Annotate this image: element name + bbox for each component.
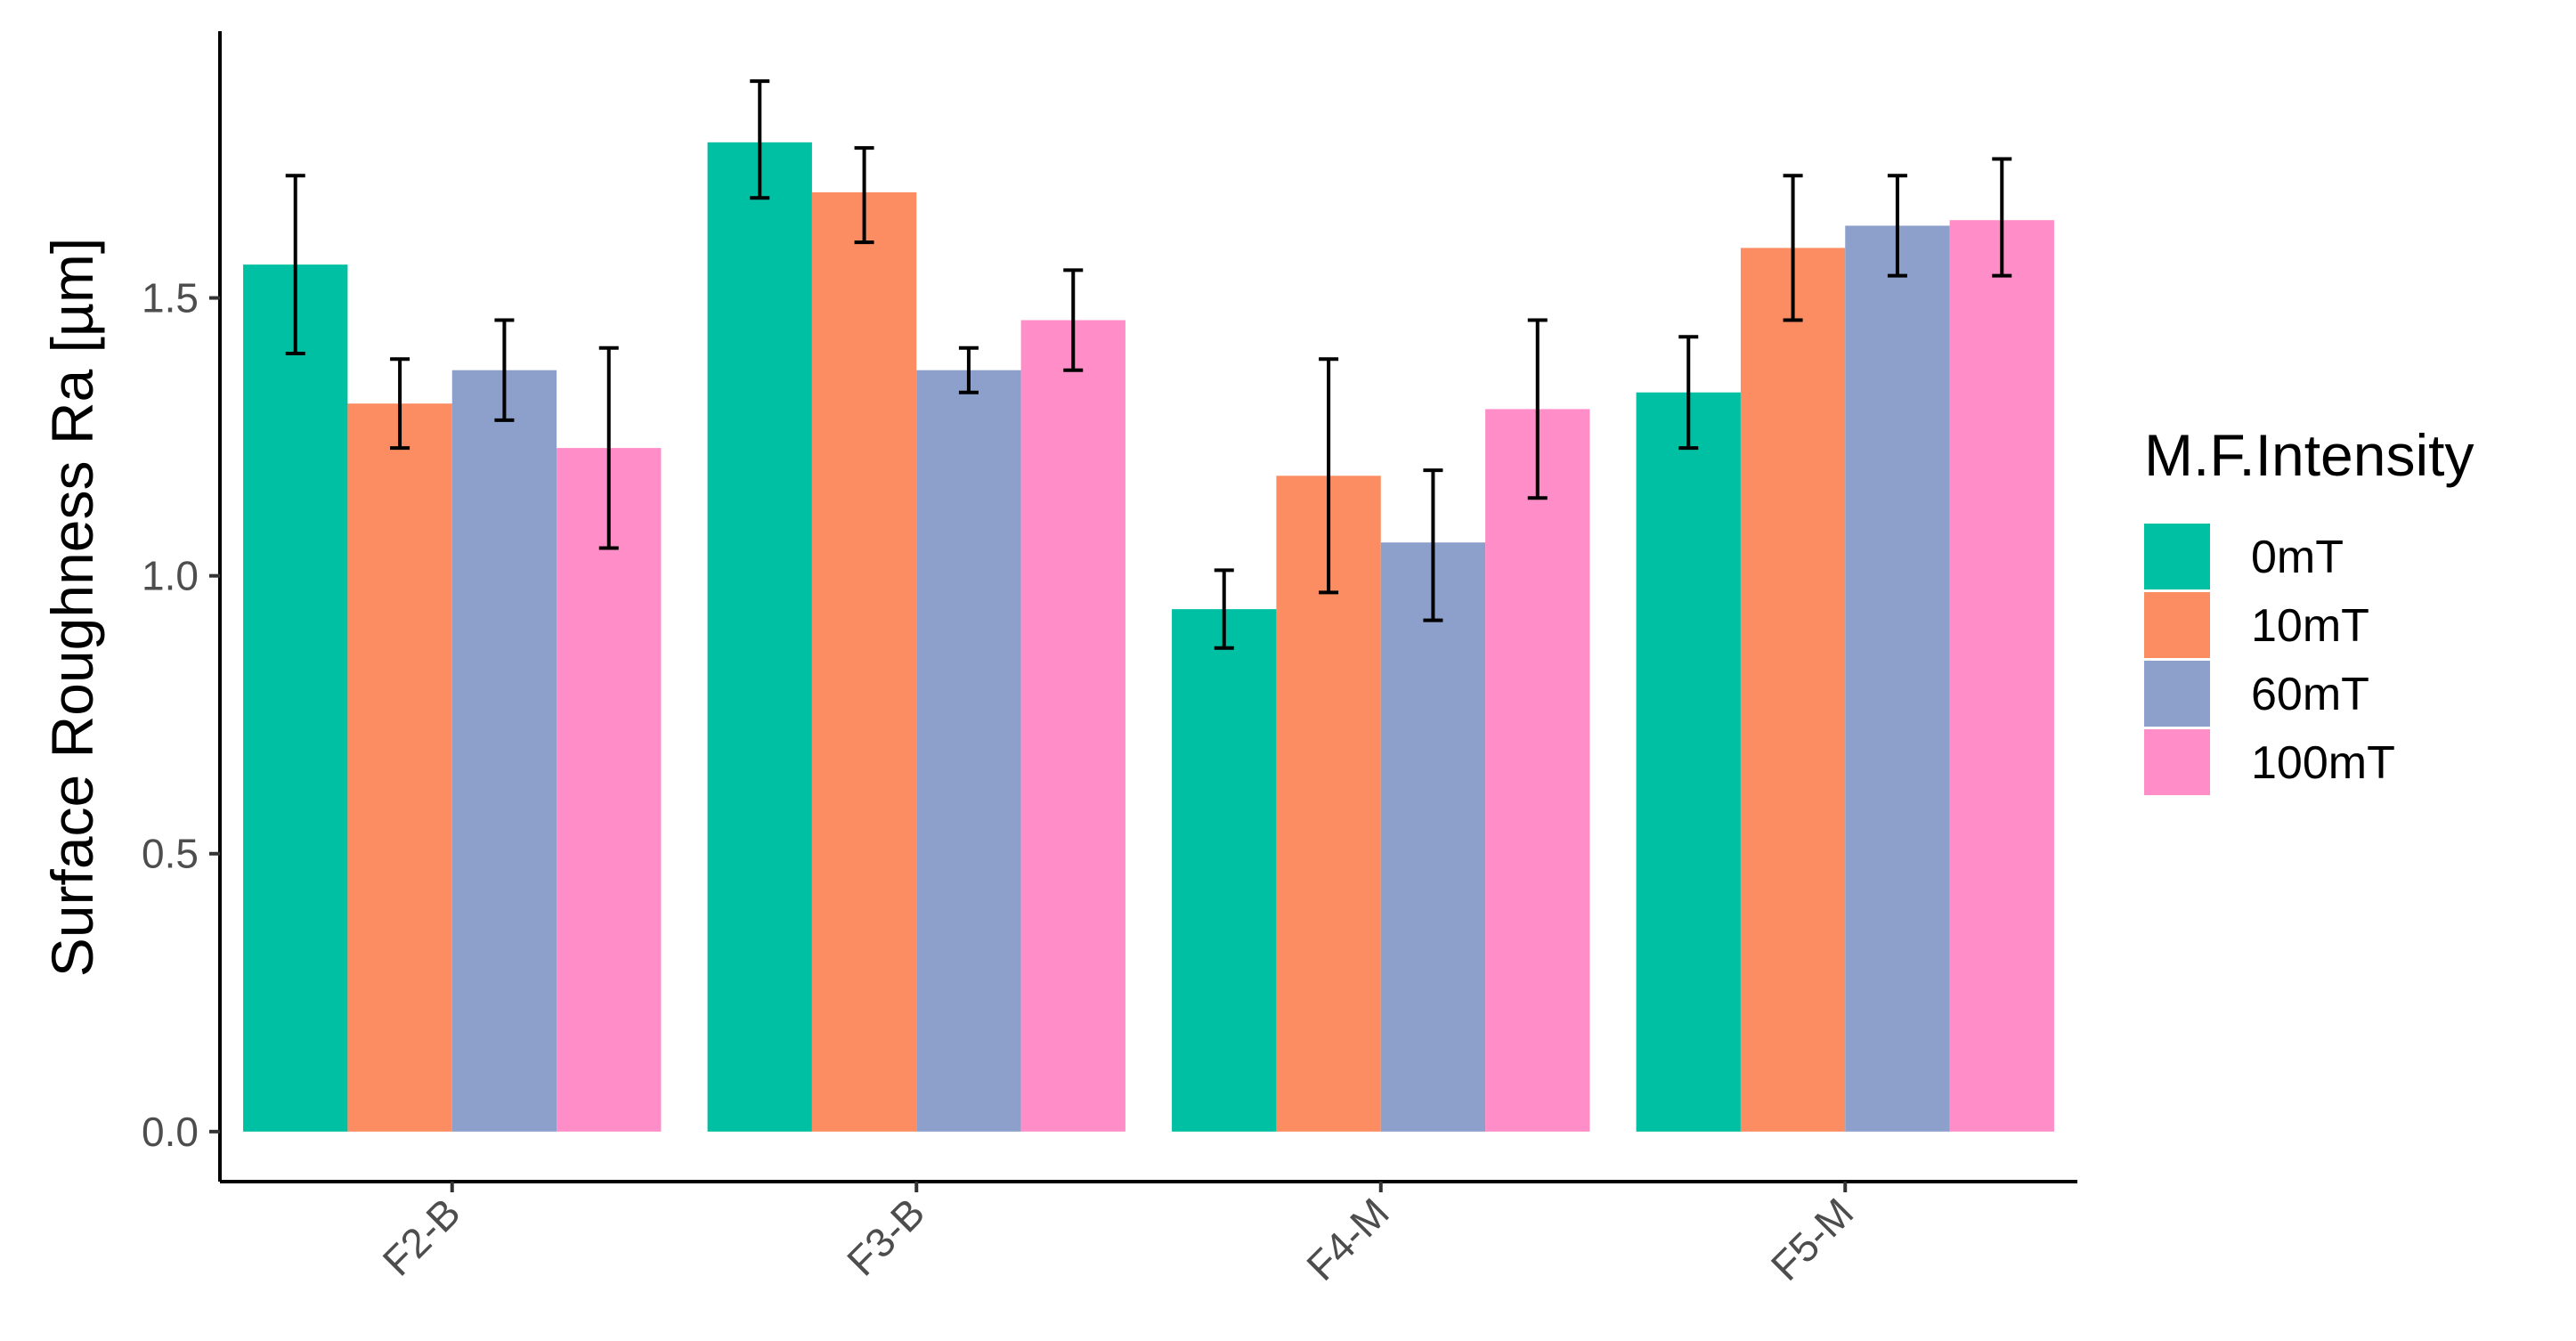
legend-key-0mt bbox=[2144, 524, 2210, 589]
bar-f3-b-60mt bbox=[916, 370, 1021, 1132]
bar-f3-b-10mt bbox=[811, 192, 917, 1132]
bar-f5-m-0mt bbox=[1636, 392, 1741, 1132]
legend-label-10mt: 10mT bbox=[2251, 600, 2369, 652]
bar-f2-b-10mt bbox=[347, 403, 452, 1132]
x-tick-label-f5-m: F5-M bbox=[1762, 1189, 1863, 1289]
legend-title: M.F.Intensity bbox=[2144, 422, 2474, 488]
bar-f4-m-0mt bbox=[1172, 609, 1277, 1132]
legend-key-60mt bbox=[2144, 661, 2210, 727]
bar-f4-m-100mt bbox=[1485, 409, 1590, 1132]
error-bar-f5-m-60mt bbox=[1887, 174, 1907, 278]
x-tick-label-f2-b: F2-B bbox=[374, 1189, 469, 1284]
bars-layer bbox=[243, 142, 2054, 1132]
legend-label-0mt: 0mT bbox=[2251, 532, 2344, 583]
y-tick-label: 1.5 bbox=[142, 275, 199, 321]
error-bar-f2-b-0mt bbox=[285, 174, 305, 356]
legend-key-100mt bbox=[2144, 729, 2210, 795]
bar-f3-b-0mt bbox=[707, 142, 812, 1132]
error-bar-f5-m-10mt bbox=[1783, 174, 1803, 322]
error-bar-f2-b-100mt bbox=[598, 345, 619, 550]
bar-f2-b-0mt bbox=[243, 264, 348, 1132]
bar-f5-m-60mt bbox=[1845, 225, 1950, 1132]
bar-f4-m-60mt bbox=[1380, 542, 1486, 1132]
error-bar-f2-b-60mt bbox=[494, 318, 515, 422]
legend: M.F.Intensity 0mT 10mT 60mT 100mT bbox=[2144, 422, 2474, 795]
error-bar-f3-b-10mt bbox=[854, 146, 874, 245]
error-bar-f2-b-10mt bbox=[390, 357, 410, 451]
legend-key-10mt bbox=[2144, 592, 2210, 658]
error-bar-f4-m-60mt bbox=[1423, 468, 1443, 622]
y-tick-label: 0.5 bbox=[142, 831, 199, 877]
error-bar-f5-m-100mt bbox=[1992, 157, 2012, 278]
y-axis-title: Surface Roughness Ra [µm] bbox=[39, 238, 105, 977]
y-tick-label: 0.0 bbox=[142, 1109, 199, 1155]
error-bar-f3-b-0mt bbox=[750, 79, 770, 200]
error-bars-layer bbox=[285, 79, 2012, 650]
error-bar-f3-b-100mt bbox=[1063, 268, 1084, 372]
error-bar-f4-m-10mt bbox=[1319, 357, 1339, 595]
legend-label-100mt: 100mT bbox=[2251, 737, 2395, 789]
y-tick-label: 1.0 bbox=[142, 553, 199, 599]
bar-f2-b-60mt bbox=[451, 370, 557, 1132]
bar-f3-b-100mt bbox=[1020, 320, 1125, 1132]
bar-f2-b-100mt bbox=[557, 448, 662, 1132]
error-bar-f5-m-0mt bbox=[1678, 335, 1699, 451]
bar-f5-m-10mt bbox=[1740, 248, 1846, 1132]
error-bar-f4-m-0mt bbox=[1214, 568, 1234, 650]
x-tick-label-f3-b: F3-B bbox=[838, 1189, 933, 1284]
legend-label-60mt: 60mT bbox=[2251, 669, 2369, 720]
x-tick-label-f4-m: F4-M bbox=[1297, 1189, 1398, 1289]
error-bar-f3-b-60mt bbox=[958, 345, 979, 394]
error-bar-f4-m-100mt bbox=[1527, 318, 1548, 500]
bar-f5-m-100mt bbox=[1949, 220, 2054, 1132]
